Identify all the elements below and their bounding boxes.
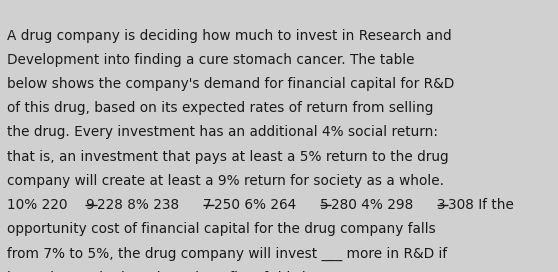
- Text: it receives only the private benefits of this investment.: it receives only the private benefits of…: [7, 271, 384, 272]
- Text: 7: 7: [203, 198, 211, 212]
- Text: 250 6% 264: 250 6% 264: [214, 198, 296, 212]
- Text: 308 If the: 308 If the: [449, 198, 514, 212]
- Text: 9: 9: [85, 198, 94, 212]
- Text: A drug company is deciding how much to invest in Research and: A drug company is deciding how much to i…: [7, 29, 452, 42]
- Text: Development into finding a cure stomach cancer. The table: Development into finding a cure stomach …: [7, 53, 415, 67]
- Text: 5: 5: [320, 198, 329, 212]
- Text: from 7% to 5%, the drug company will invest ___ more in R&D if: from 7% to 5%, the drug company will inv…: [7, 246, 448, 261]
- Text: of this drug, based on its expected rates of return from selling: of this drug, based on its expected rate…: [7, 101, 434, 115]
- Text: 10% 220: 10% 220: [7, 198, 68, 212]
- Text: 3: 3: [437, 198, 446, 212]
- Text: 280 4% 298: 280 4% 298: [331, 198, 413, 212]
- Text: below shows the company's demand for financial capital for R&D: below shows the company's demand for fin…: [7, 77, 455, 91]
- Text: the drug. Every investment has an additional 4% social return:: the drug. Every investment has an additi…: [7, 125, 438, 139]
- Text: company will create at least a 9% return for society as a whole.: company will create at least a 9% return…: [7, 174, 444, 188]
- Text: 228 8% 238: 228 8% 238: [97, 198, 179, 212]
- Text: opportunity cost of financial capital for the drug company falls: opportunity cost of financial capital fo…: [7, 222, 436, 236]
- Text: that is, an investment that pays at least a 5% return to the drug: that is, an investment that pays at leas…: [7, 150, 449, 163]
